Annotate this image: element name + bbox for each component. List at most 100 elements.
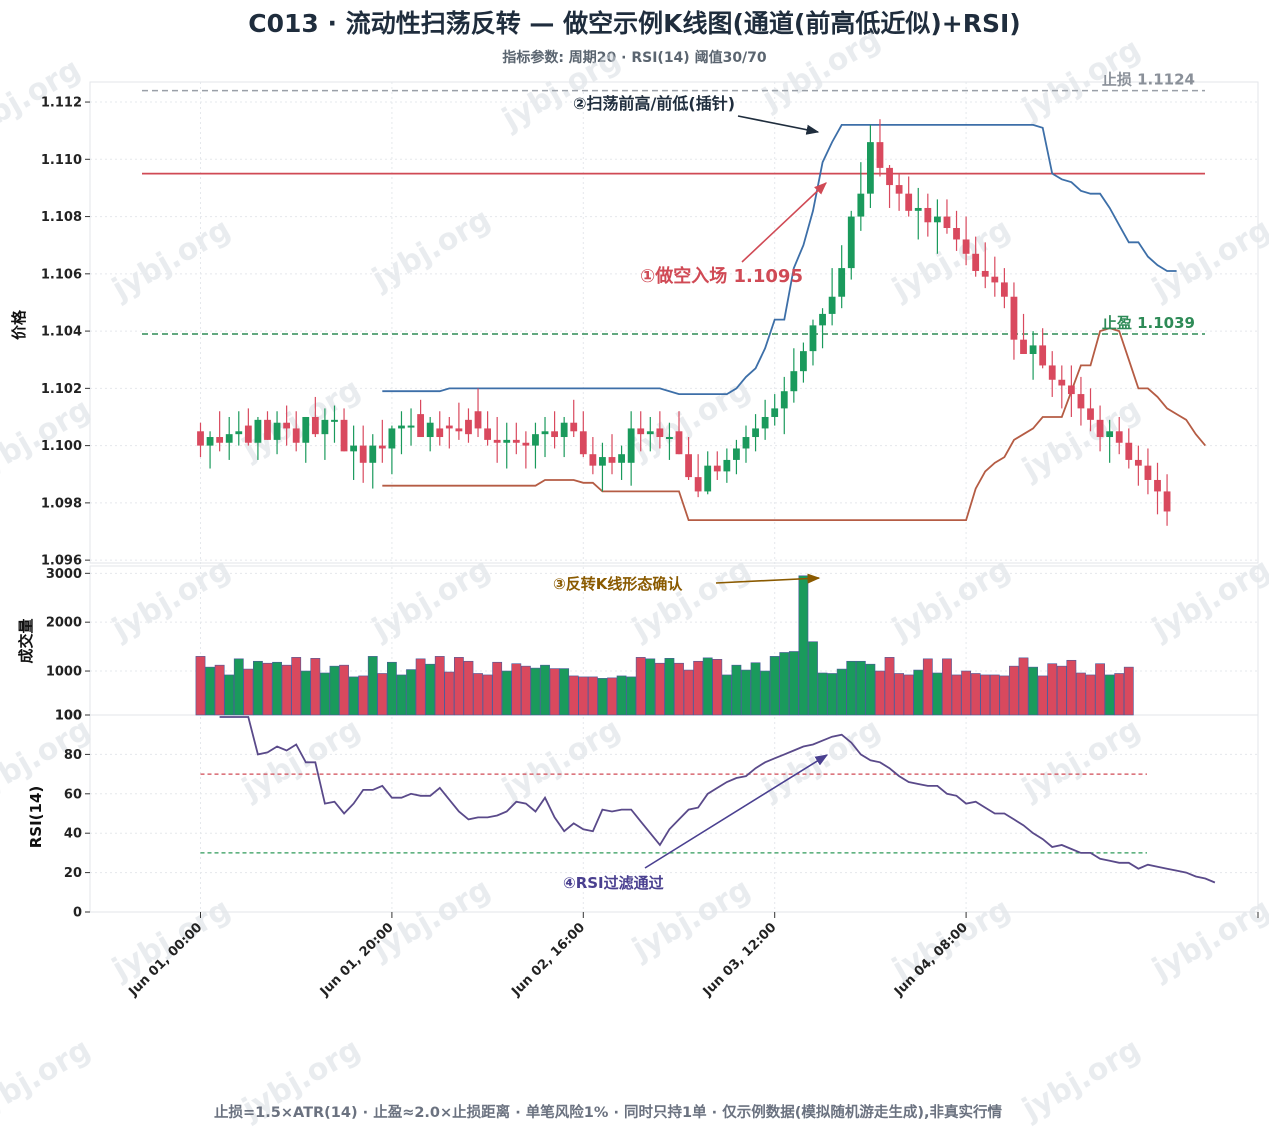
watermark-4: jybj.org — [756, 22, 887, 118]
rsi-ytick-label-5: 100 — [55, 709, 82, 724]
take-profit-label: 止盈 1.1039 — [1102, 314, 1195, 332]
volume-bar — [339, 664, 349, 716]
xtick-label-2: Jun 02, 16:00 — [508, 920, 588, 1000]
watermark-10: jybj.org — [236, 712, 367, 808]
candle-body — [800, 351, 807, 372]
candle-body — [905, 193, 913, 211]
candle-body — [302, 416, 310, 443]
volume-ytick-label-3: 3000 — [46, 567, 82, 582]
candle-body — [780, 391, 788, 409]
candle-body — [599, 457, 606, 466]
candle-body — [1039, 345, 1047, 366]
candle-body — [895, 185, 903, 194]
price-ytick-label-6: 1.108 — [41, 210, 82, 225]
candle-body — [627, 428, 635, 463]
candle-body — [254, 419, 262, 443]
volume-bar — [1095, 663, 1105, 716]
annotation-2-label: ②扫荡前高/前低(插针) — [573, 94, 735, 113]
volume-bar — [434, 656, 445, 716]
volume-bar — [233, 658, 244, 716]
volume-bar — [875, 670, 885, 716]
volume-bar — [195, 656, 206, 716]
volume-bar — [989, 674, 1000, 716]
candle-body — [235, 431, 243, 435]
candle-body — [426, 422, 434, 438]
volume-bar — [616, 675, 627, 716]
volume-bar — [798, 575, 809, 716]
volume-bar — [846, 660, 857, 716]
volume-bar — [693, 660, 704, 716]
volume-ytick-label-1: 1000 — [46, 665, 82, 680]
watermark-15: jybj.org — [236, 372, 367, 468]
candle-body — [1029, 345, 1037, 354]
volume-bar — [635, 657, 646, 716]
candle-body — [273, 422, 281, 440]
candle-body — [933, 216, 941, 223]
candle-body — [685, 454, 692, 478]
chart-footer: 止损=1.5×ATR(14) · 止盈≈2.0×止损距离 · 单笔风险1% · … — [214, 1105, 1002, 1121]
candle-body — [809, 325, 817, 352]
volume-bar — [922, 658, 933, 716]
candle-body — [206, 437, 214, 446]
volume-bar — [587, 676, 598, 716]
volume-bar — [683, 669, 694, 716]
volume-bar — [951, 674, 962, 716]
candle-body — [666, 437, 673, 440]
volume-bar — [1047, 663, 1058, 716]
volume-bar — [1056, 665, 1067, 716]
volume-bar — [1104, 674, 1115, 716]
candle-body — [694, 477, 702, 492]
candle-body — [742, 437, 750, 449]
volume-bar — [597, 678, 608, 716]
volume-bar — [942, 658, 952, 716]
rsi-line — [219, 716, 1216, 884]
volume-bar — [760, 670, 771, 716]
volume-bar — [463, 660, 474, 716]
volume-bar — [262, 662, 273, 716]
candle-body — [981, 270, 989, 277]
candle-body — [713, 465, 721, 472]
candle-body — [1020, 339, 1027, 354]
volume-bar — [855, 660, 866, 716]
candle-body — [1163, 491, 1171, 512]
candle-body — [857, 193, 865, 217]
volume-bar — [386, 661, 397, 716]
candle-body — [455, 428, 463, 432]
candle-body — [398, 425, 405, 429]
candle-body — [321, 419, 329, 435]
price-ytick-label-2: 1.100 — [41, 439, 82, 454]
volume-bar — [970, 673, 981, 716]
volume-bar — [214, 664, 225, 716]
candle-body — [819, 313, 826, 326]
volume-ytick-label-0: 100 — [55, 709, 82, 724]
volume-bar — [1123, 666, 1134, 716]
candle-body — [225, 434, 233, 443]
annotation-4-label: ④RSI过滤通过 — [563, 874, 664, 892]
candle-body — [1106, 431, 1114, 438]
volume-bar — [568, 675, 579, 716]
rsi-ytick-label-0: 0 — [73, 906, 82, 921]
candle-body — [924, 207, 932, 223]
volume-bar — [205, 666, 215, 716]
candle-body — [1077, 394, 1085, 409]
volume-bar — [224, 674, 235, 716]
candle-body — [264, 419, 271, 440]
volume-bar — [540, 664, 550, 716]
volume-bar — [664, 658, 675, 716]
volume-bar — [253, 660, 263, 716]
volume-bar — [932, 672, 943, 716]
candle-body — [704, 465, 712, 492]
volume-bar — [367, 656, 378, 716]
volume-bar — [903, 674, 914, 716]
candle-body — [867, 142, 874, 194]
candle-body — [340, 419, 348, 452]
candle-body — [1134, 459, 1142, 466]
candle-body — [522, 442, 530, 446]
candle-body — [350, 445, 358, 452]
candle-body — [790, 371, 798, 392]
watermark-8: jybj.org — [1146, 212, 1269, 308]
candle-body — [914, 207, 922, 211]
chart-subtitle: 指标参数: 周期20 · RSI(14) 阈值30/70 — [502, 50, 767, 66]
volume-bar — [1066, 659, 1077, 716]
